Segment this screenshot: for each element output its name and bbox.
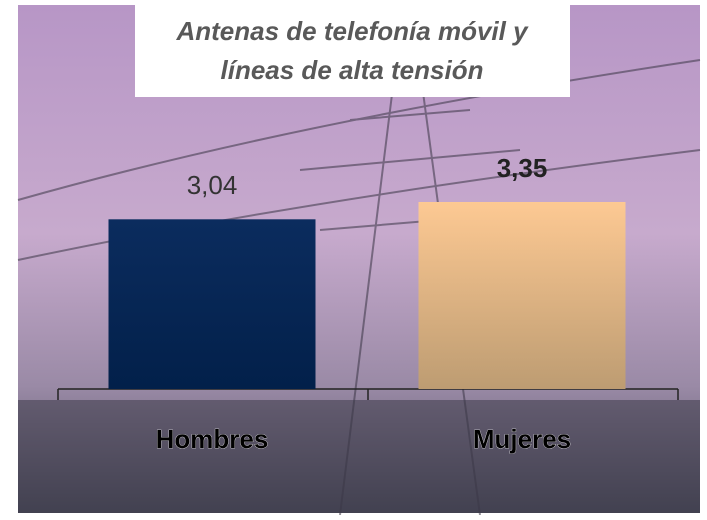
value-label: 3,35 [497,153,548,183]
chart: Antenas de telefonía móvil ylíneas de al… [0,0,707,515]
category-label: Hombres [156,424,269,454]
city-silhouette [18,400,700,513]
bar [109,219,316,389]
category-label: Mujeres [473,424,571,454]
value-label: 3,04 [187,170,238,200]
bar [419,202,626,389]
